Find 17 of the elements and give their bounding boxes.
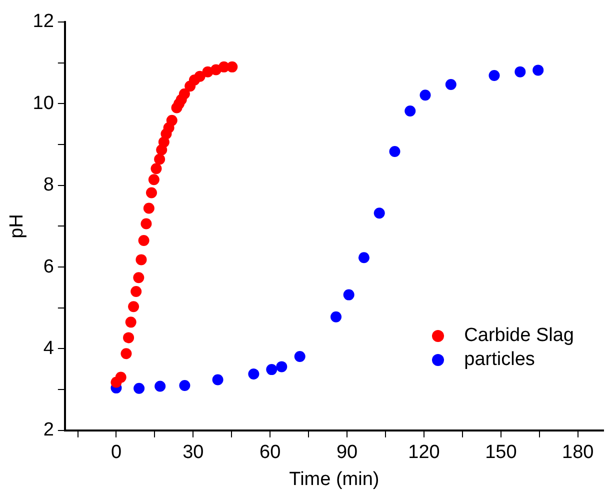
legend-label: particles [464,349,535,371]
y-tick-label: 8 [43,174,54,196]
x-tick-label: 0 [110,442,122,464]
y-tick-label: 2 [43,420,54,441]
x-axis-title: Time (min) [289,468,380,490]
x-tick-label: 90 [336,442,358,464]
x-tick-label: 180 [562,442,594,464]
y-tick-label: 10 [32,92,54,114]
y-tick-label: 12 [32,11,54,32]
x-tick-label: 120 [408,442,440,464]
y-axis-title: pH [6,214,28,238]
y-tick-label: 6 [43,256,54,278]
y-tick-label: 4 [43,338,54,359]
x-tick-label: 150 [485,442,517,464]
x-tick-label: 60 [260,442,281,464]
legend-label: Carbide Slag [464,325,574,347]
x-tick-label: 30 [182,442,204,464]
